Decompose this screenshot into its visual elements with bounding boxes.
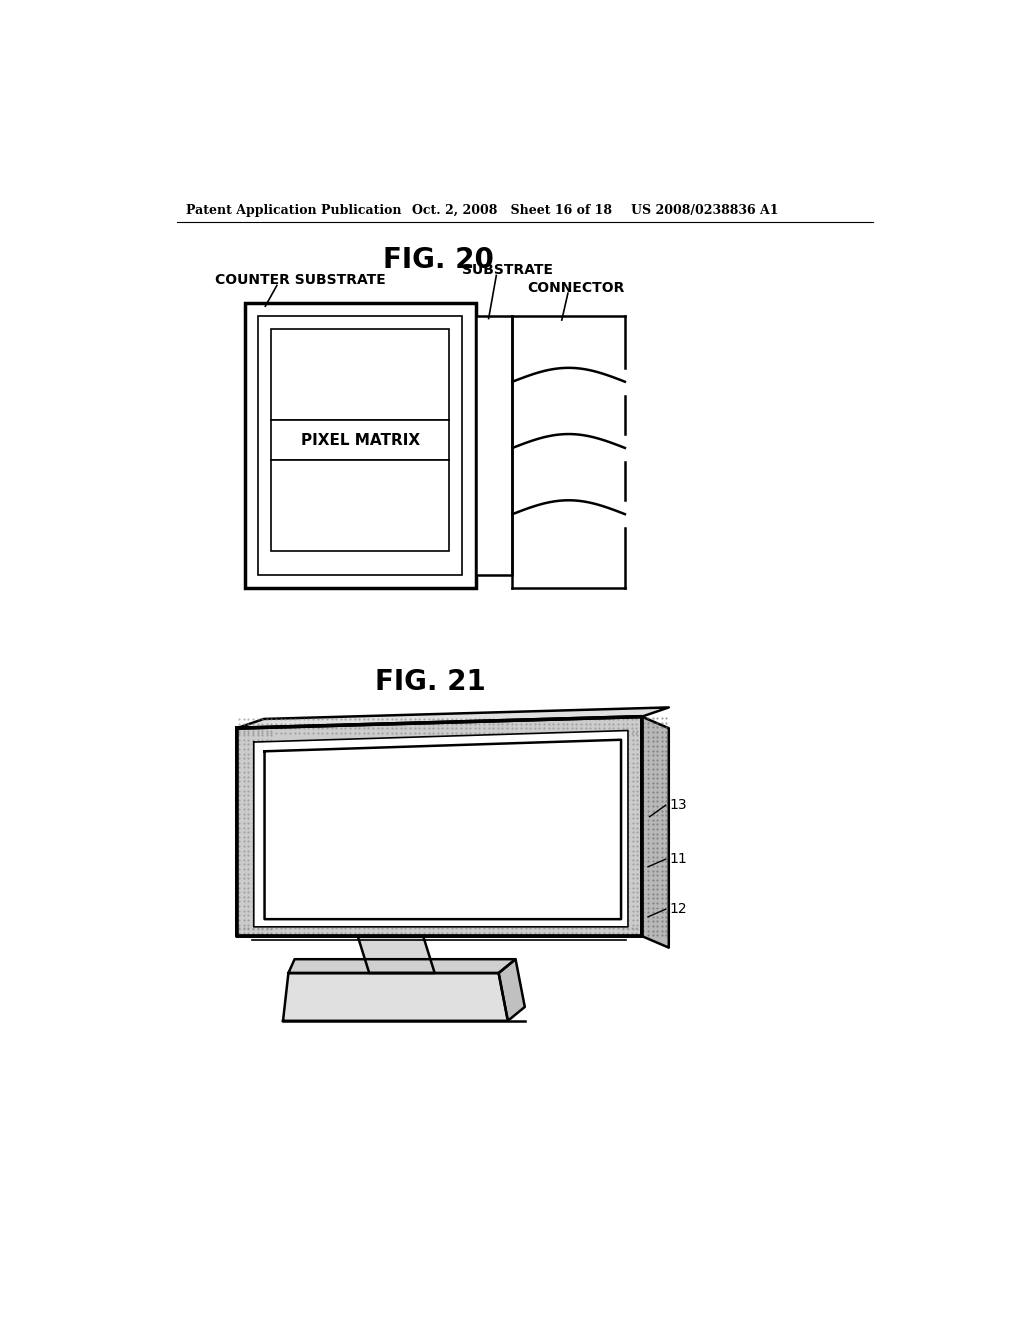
Polygon shape [264,739,621,919]
Text: US 2008/0238836 A1: US 2008/0238836 A1 [631,205,778,218]
Text: FIG. 20: FIG. 20 [383,246,494,275]
Text: FIG. 21: FIG. 21 [376,668,486,696]
Text: 12: 12 [670,902,687,916]
Bar [245,304,475,589]
Text: 11: 11 [670,853,687,866]
Polygon shape [237,717,642,936]
Polygon shape [289,960,515,973]
Text: CONNECTOR: CONNECTOR [527,281,625,294]
Text: SUBSTRATE: SUBSTRATE [463,263,553,277]
Bar [271,330,450,420]
Polygon shape [254,730,628,927]
Bar [271,420,450,461]
Text: Oct. 2, 2008   Sheet 16 of 18: Oct. 2, 2008 Sheet 16 of 18 [412,205,611,218]
Text: 13: 13 [670,799,687,812]
Bar [258,317,463,576]
Polygon shape [357,936,435,973]
Polygon shape [237,708,669,729]
Text: Patent Application Publication: Patent Application Publication [186,205,401,218]
Polygon shape [642,717,669,948]
Bar [475,317,512,576]
Text: PIXEL MATRIX: PIXEL MATRIX [301,433,420,447]
Polygon shape [499,960,524,1020]
Bar [271,461,450,552]
Text: COUNTER SUBSTRATE: COUNTER SUBSTRATE [215,273,385,286]
Polygon shape [283,973,508,1020]
